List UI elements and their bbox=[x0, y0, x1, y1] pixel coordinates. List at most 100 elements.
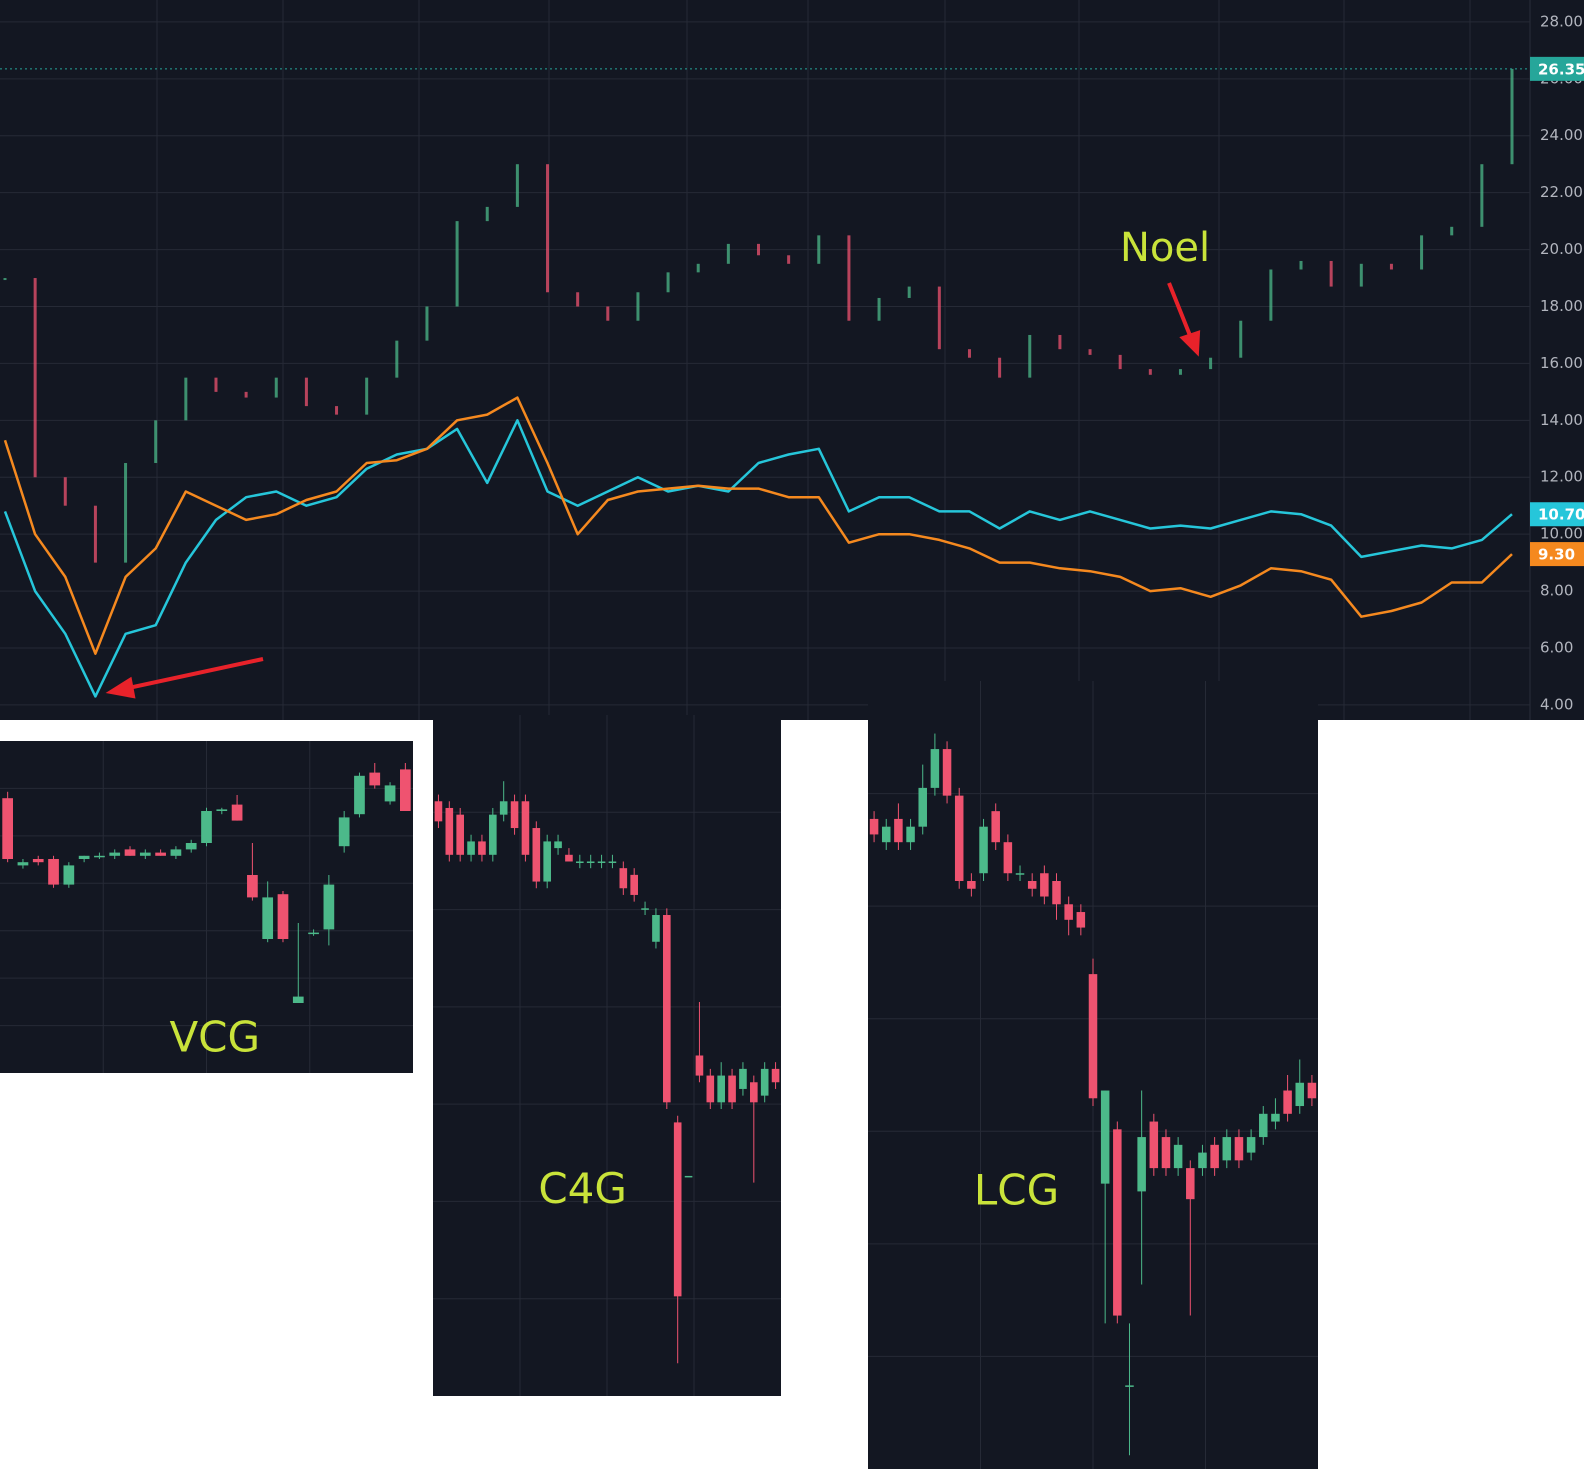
candle-step bbox=[666, 272, 670, 293]
candle-body bbox=[32, 859, 44, 863]
candle-body bbox=[231, 804, 243, 821]
candle-body bbox=[1161, 1137, 1171, 1169]
y-tick-label: 10.00 bbox=[1540, 525, 1583, 543]
candle-body bbox=[384, 785, 396, 802]
candle-body bbox=[510, 801, 519, 829]
candle-step bbox=[576, 292, 580, 307]
candle-body bbox=[1040, 873, 1049, 897]
price-label: 26.35 bbox=[1538, 60, 1584, 78]
candle-body bbox=[109, 852, 121, 856]
candle-body bbox=[139, 852, 151, 856]
main-vertical-grid bbox=[156, 0, 1471, 720]
candle-step bbox=[907, 286, 911, 298]
candle-step bbox=[1420, 235, 1424, 270]
arrow-shaft bbox=[1167, 282, 1193, 339]
candle-step bbox=[1269, 269, 1273, 321]
candle-body bbox=[1113, 1129, 1122, 1316]
candle-body bbox=[17, 862, 29, 866]
candle-step bbox=[937, 286, 941, 350]
candle-body bbox=[434, 801, 443, 822]
candle-body bbox=[48, 859, 59, 885]
candle-body bbox=[930, 749, 940, 788]
candle-step bbox=[1299, 260, 1303, 270]
candle-body bbox=[717, 1075, 725, 1103]
candle-body bbox=[499, 801, 508, 815]
candle-step bbox=[214, 377, 218, 392]
candle-body bbox=[979, 826, 988, 874]
candle-body bbox=[1186, 1168, 1195, 1200]
candle-step bbox=[1178, 369, 1182, 375]
candle-body bbox=[185, 843, 197, 850]
y-tick-label: 4.00 bbox=[1540, 695, 1573, 713]
candle-step bbox=[1028, 334, 1032, 378]
inset-chart: VCG bbox=[0, 741, 413, 1073]
candle-step bbox=[636, 292, 640, 321]
candle-step bbox=[967, 349, 971, 358]
price-label-box bbox=[1530, 502, 1584, 527]
candle-step bbox=[33, 278, 37, 478]
candle-body bbox=[201, 811, 212, 843]
candle-step bbox=[425, 306, 429, 341]
candle-body bbox=[1125, 1385, 1134, 1387]
arrow-shaft bbox=[123, 657, 264, 691]
candle-body bbox=[354, 775, 365, 815]
candle-body bbox=[728, 1075, 736, 1103]
y-tick-label: 14.00 bbox=[1540, 411, 1583, 429]
candle-body bbox=[308, 932, 319, 935]
candle-body bbox=[695, 1055, 704, 1076]
candle-body bbox=[663, 915, 671, 1103]
candle-body bbox=[399, 769, 411, 811]
candle-body bbox=[277, 894, 289, 939]
candle-step bbox=[63, 477, 67, 506]
y-tick-label: 18.00 bbox=[1540, 297, 1583, 315]
candle-body bbox=[619, 868, 628, 889]
candle-body bbox=[369, 772, 381, 786]
candle-step bbox=[365, 377, 369, 415]
candle-body bbox=[771, 1068, 780, 1083]
candle-step bbox=[1450, 226, 1454, 236]
candle-step bbox=[1239, 320, 1243, 358]
candle-body bbox=[1307, 1082, 1317, 1099]
candle-body bbox=[1198, 1152, 1207, 1169]
line-series bbox=[3, 396, 1513, 655]
candle-body bbox=[292, 996, 304, 1003]
candle-body bbox=[247, 875, 258, 898]
y-tick-label: 22.00 bbox=[1540, 183, 1583, 201]
candle-step bbox=[124, 463, 128, 563]
candle-body bbox=[2, 798, 14, 859]
candle-body bbox=[1064, 904, 1073, 920]
candle-step bbox=[274, 377, 278, 398]
candle-body bbox=[942, 749, 952, 796]
candle-body bbox=[673, 1122, 682, 1297]
y-tick-label: 20.00 bbox=[1540, 240, 1583, 258]
inset-chart: C4G bbox=[433, 715, 781, 1396]
candle-body bbox=[1259, 1113, 1268, 1138]
candle-body bbox=[869, 818, 879, 835]
candle-body bbox=[478, 841, 486, 855]
candle-body bbox=[706, 1075, 715, 1103]
y-tick-label: 12.00 bbox=[1540, 468, 1583, 486]
candle-step bbox=[787, 255, 791, 264]
candle-body bbox=[576, 861, 584, 863]
candle-body bbox=[1088, 974, 1098, 1099]
candle-body bbox=[216, 809, 228, 811]
y-tick-label: 6.00 bbox=[1540, 639, 1573, 657]
candle-step bbox=[1148, 369, 1152, 375]
candle-body bbox=[906, 826, 915, 843]
candle-body bbox=[1076, 912, 1086, 928]
candle-body bbox=[1173, 1144, 1183, 1169]
candle-body bbox=[78, 855, 90, 859]
candle-body bbox=[760, 1068, 769, 1096]
candle-step bbox=[1209, 357, 1213, 370]
candle-step bbox=[154, 420, 158, 464]
candle-body bbox=[597, 861, 606, 863]
candle-body bbox=[554, 841, 562, 849]
candle-body bbox=[532, 828, 541, 882]
candle-body bbox=[170, 849, 182, 856]
candle-body bbox=[881, 826, 891, 843]
candle-body bbox=[750, 1082, 758, 1103]
candle-step bbox=[244, 391, 248, 398]
candle-step bbox=[1359, 263, 1363, 287]
candle-step bbox=[1389, 263, 1393, 270]
